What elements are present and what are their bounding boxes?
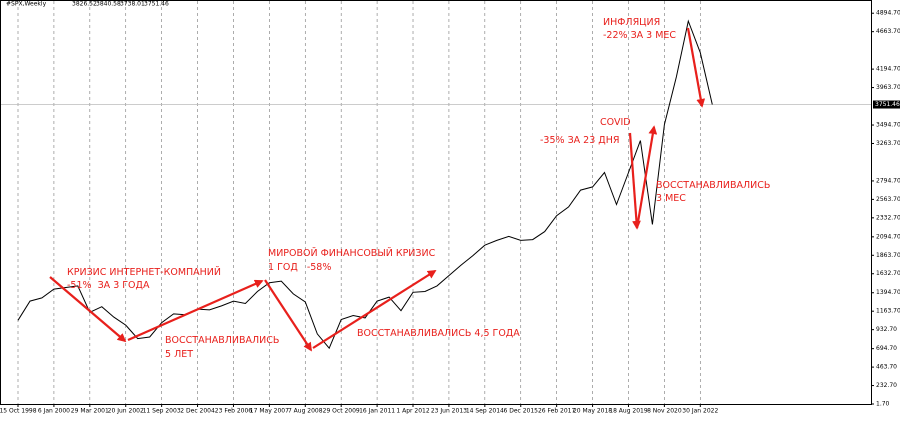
arrow xyxy=(686,27,706,108)
arrow xyxy=(49,276,127,343)
last-price-box xyxy=(873,100,900,109)
annotation: ВОССТАНАВЛИВАЛИСЬ 4,5 ГОДА xyxy=(357,328,520,339)
y-tick-label: 2332.70 xyxy=(876,214,900,221)
x-tick-label: 6 Dec 2015 xyxy=(503,408,538,415)
annotation: 1 ГОД -58% xyxy=(268,262,331,273)
ohlc-value: 3826.52 xyxy=(72,1,97,8)
y-tick-label: 932.70 xyxy=(876,326,897,333)
annotation: ИНФЛЯЦИЯ xyxy=(603,17,660,28)
annotation: COVID xyxy=(600,117,631,128)
x-tick-label: 29 Oct 2009 xyxy=(323,408,360,415)
price-line xyxy=(17,19,713,350)
arrow xyxy=(628,132,641,230)
symbol: #SPX,Weekly xyxy=(6,1,47,8)
annotation: 3 МЕС xyxy=(656,193,686,204)
annotation: -35% ЗА 23 ДНЯ xyxy=(540,135,619,146)
x-tick-label: 18 Aug 2019 xyxy=(609,408,648,415)
y-tick-label: 2794.70 xyxy=(876,177,900,184)
x-tick-label: 30 Jan 2022 xyxy=(682,408,718,415)
arrow xyxy=(264,279,312,352)
x-tick-label: 17 May 2007 xyxy=(250,408,289,415)
x-tick-label: 15 Oct 1998 xyxy=(0,408,37,415)
x-tick-label: 20 Jun 2002 xyxy=(108,408,144,415)
y-tick-label: 1632.70 xyxy=(876,270,900,277)
y-tick-label: 2563.70 xyxy=(876,196,900,203)
arrow xyxy=(312,270,437,349)
x-tick-label: 20 May 2018 xyxy=(573,408,612,415)
x-tick-label: 23 Jun 2013 xyxy=(431,408,467,415)
x-tick-label: 26 Feb 2017 xyxy=(538,408,576,415)
x-tick-label: 8 Nov 2020 xyxy=(647,408,682,415)
y-tick-label: 463.70 xyxy=(876,364,897,371)
y-tick-label: 1.70 xyxy=(876,401,890,408)
annotation: -51% ЗА 3 ГОДА xyxy=(67,280,150,291)
y-tick-label: 2094.70 xyxy=(876,233,900,240)
y-tick-label: 1394.70 xyxy=(876,289,900,296)
y-tick-label: 1163.70 xyxy=(876,308,900,315)
y-tick-label: 4194.70 xyxy=(876,66,900,73)
annotation: МИРОВОЙ ФИНАНСОВЫЙ КРИЗИС xyxy=(268,247,436,259)
y-tick-label: 232.70 xyxy=(876,382,897,389)
x-tick-label: 14 Sep 2014 xyxy=(466,408,504,415)
x-tick-label: 23 Feb 2006 xyxy=(215,408,253,415)
y-tick-label: 694.70 xyxy=(876,345,897,352)
ohlc-value: 3751.46 xyxy=(144,1,169,8)
y-tick-label: 4894.70 xyxy=(876,10,900,17)
annotation: ВОССТАНАВЛИВАЛИСЬ xyxy=(656,180,770,191)
y-tick-label: 3494.70 xyxy=(876,122,900,129)
grid xyxy=(1,1,874,407)
annotations: ИНФЛЯЦИЯ -22% ЗА 3 МЕС COVID -35% ЗА 23 … xyxy=(49,17,770,360)
y-tick-label: 1863.70 xyxy=(876,252,900,259)
plot-frame xyxy=(0,0,872,405)
x-tick-label: 1 Apr 2012 xyxy=(396,408,429,415)
x-tick-label: 11 Sep 2003 xyxy=(143,408,181,415)
annotation: КРИЗИС ИНТЕРНЕТ-КОМПАНИЙ xyxy=(67,266,221,278)
arrow xyxy=(127,279,264,342)
annotation: ВОССТАНАВЛИВАЛИСЬ xyxy=(165,335,279,346)
marks xyxy=(17,19,713,350)
y-tick-label: 4663.70 xyxy=(876,28,900,35)
ohlc-value: 3840.58 xyxy=(96,1,121,8)
y-tick-label: 3263.70 xyxy=(876,140,900,147)
x-tick-label: 16 Jan 2011 xyxy=(359,408,395,415)
ohlc-value: 3738.01 xyxy=(120,1,145,8)
arrow xyxy=(635,125,658,229)
annotation: -22% ЗА 3 МЕС xyxy=(603,30,676,41)
y-tick-label: 3963.70 xyxy=(876,84,900,91)
last-price-label: 3751.46 xyxy=(875,101,900,108)
x-tick-label: 6 Jan 2000 xyxy=(38,408,70,415)
x-tick-label: 2 Dec 2004 xyxy=(180,408,215,415)
x-tick-label: 29 Mar 2001 xyxy=(71,408,109,415)
x-tick-label: 7 Aug 2008 xyxy=(288,408,323,415)
annotation: 5 ЛЕТ xyxy=(165,349,193,360)
